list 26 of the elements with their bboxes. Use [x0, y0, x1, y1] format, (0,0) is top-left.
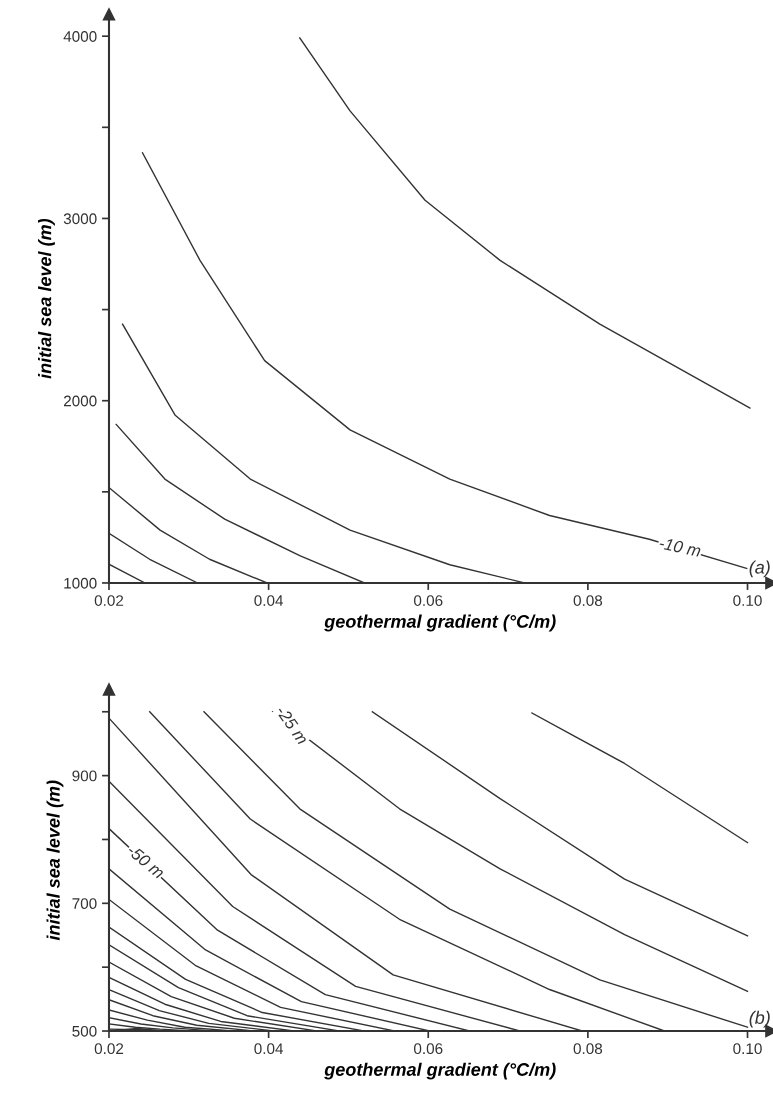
x-axis-title: geothermal gradient (°C/m)	[324, 614, 556, 632]
annotation: -50 m	[126, 843, 166, 880]
x-tick-label: 0.02	[94, 1043, 124, 1055]
x-tick-label: 0.08	[573, 1043, 603, 1055]
y-tick-label: 4000	[63, 31, 97, 42]
x-tick-label: 0.06	[413, 595, 443, 606]
y-tick-label: 2000	[63, 395, 97, 407]
y-axis-title: initial sea level (m)	[38, 218, 55, 379]
x-tick-label: 0.04	[254, 595, 284, 606]
y-tick-label: 700	[72, 898, 97, 910]
y-tick-label: 500	[72, 1025, 97, 1037]
y-tick-label: 1000	[64, 577, 97, 589]
x-tick-label: 0.06	[413, 1043, 443, 1055]
x-tick-label: 0.08	[573, 595, 603, 606]
x-tick-label: 0.04	[254, 1043, 284, 1055]
annotation: (a)	[749, 560, 770, 578]
annotation: -10 m	[658, 536, 702, 557]
x-axis-title: geothermal gradient (°C/m)	[324, 1062, 556, 1080]
y-axis-title: initial sea level (m)	[46, 780, 64, 941]
x-tick-label: 0.10	[733, 1043, 762, 1055]
x-tick-label: 0.10	[733, 595, 762, 606]
y-tick-label: 3000	[63, 213, 97, 225]
annotation: (b)	[749, 1010, 770, 1028]
y-tick-label: 900	[72, 770, 97, 782]
annotation: -25 m	[275, 704, 309, 746]
x-tick-label: 0.02	[94, 595, 124, 606]
